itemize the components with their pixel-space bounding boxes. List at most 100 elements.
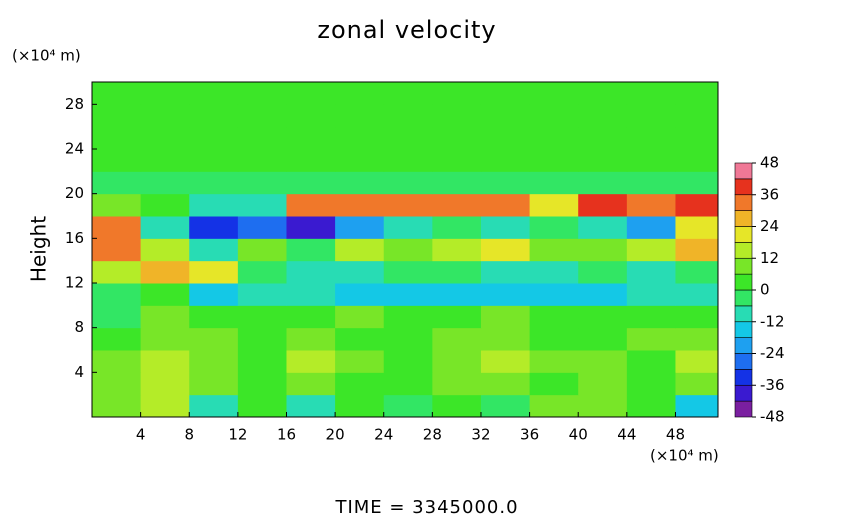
heat-cell xyxy=(286,327,336,351)
heat-cell xyxy=(529,350,579,373)
heat-cell xyxy=(675,149,719,172)
heat-cell xyxy=(432,305,482,329)
heat-cell xyxy=(383,394,433,418)
chart-title: zonal velocity xyxy=(317,16,496,44)
heat-cell xyxy=(480,193,531,217)
heat-cell xyxy=(529,82,579,105)
x-tick-label: 12 xyxy=(228,426,247,444)
heat-cell xyxy=(383,216,433,239)
heat-cell xyxy=(140,104,190,128)
heat-cell xyxy=(189,171,239,195)
heat-cell xyxy=(529,149,579,172)
heat-cell xyxy=(626,283,676,306)
x-tick-label: 20 xyxy=(326,426,345,444)
heat-cell xyxy=(432,394,482,418)
y-tick-label: 28 xyxy=(65,95,84,113)
heat-cell xyxy=(529,305,579,329)
colorbar-label: -24 xyxy=(760,344,785,362)
heat-cell xyxy=(529,126,579,150)
heat-cell xyxy=(140,126,190,150)
heat-cell xyxy=(189,216,239,239)
colorbar-label: -12 xyxy=(760,312,785,330)
heat-cell xyxy=(578,149,628,172)
heat-cell xyxy=(480,260,531,284)
x-tick-label: 24 xyxy=(374,426,393,444)
heat-cell xyxy=(383,149,433,172)
heat-cell xyxy=(189,327,239,351)
heat-cell xyxy=(432,238,482,262)
heat-cell xyxy=(383,327,433,351)
colorbar-swatch xyxy=(734,242,753,259)
heat-cell xyxy=(675,126,719,150)
colorbar-swatch xyxy=(734,337,753,354)
heat-cell xyxy=(675,193,719,217)
y-tick-label: 8 xyxy=(74,318,84,336)
heat-cell xyxy=(675,260,719,284)
heat-cell xyxy=(140,350,190,373)
heat-cell xyxy=(140,305,190,329)
heat-cell xyxy=(286,126,336,150)
heat-cell xyxy=(286,149,336,172)
heat-cell xyxy=(626,260,676,284)
x-tick-label: 8 xyxy=(184,426,194,444)
heat-cell xyxy=(189,126,239,150)
heat-cell xyxy=(189,104,239,128)
heat-cell xyxy=(626,193,676,217)
heat-cell xyxy=(189,149,239,172)
heat-cell xyxy=(140,283,190,306)
heat-cell xyxy=(675,171,719,195)
heat-cell xyxy=(480,171,531,195)
heat-cell xyxy=(578,394,628,418)
heat-cell xyxy=(383,171,433,195)
y-tick-label: 24 xyxy=(65,140,84,158)
heat-cell xyxy=(237,193,287,217)
heat-cell xyxy=(92,149,142,172)
heat-cell xyxy=(626,149,676,172)
heat-cell xyxy=(335,394,385,418)
x-unit: (×10⁴ m) xyxy=(650,447,719,465)
colorbar-label: 24 xyxy=(760,217,779,235)
heat-cell xyxy=(529,327,579,351)
x-tick-label: 4 xyxy=(136,426,146,444)
heat-cell xyxy=(237,350,287,373)
heat-cell xyxy=(335,350,385,373)
colorbar-label: 48 xyxy=(760,154,779,172)
colorbar-swatch xyxy=(734,194,753,211)
heat-cell xyxy=(529,193,579,217)
heat-cell xyxy=(140,216,190,239)
heat-cell xyxy=(383,82,433,105)
heat-cell xyxy=(335,104,385,128)
heat-cell xyxy=(432,126,482,150)
heat-cell xyxy=(335,126,385,150)
heat-cell xyxy=(675,327,719,351)
heat-cell xyxy=(675,216,719,239)
heat-cell xyxy=(140,171,190,195)
heat-cell xyxy=(578,82,628,105)
heat-cell xyxy=(578,283,628,306)
heat-cell xyxy=(480,283,531,306)
heat-cell xyxy=(286,372,336,396)
colorbar-swatch xyxy=(734,400,753,418)
colorbar-swatch xyxy=(734,162,753,180)
heat-cell xyxy=(432,283,482,306)
heat-cell xyxy=(480,104,531,128)
heat-cell xyxy=(432,216,482,239)
heat-cell xyxy=(480,350,531,373)
heat-cell xyxy=(237,126,287,150)
heat-cell xyxy=(578,126,628,150)
colorbar-label: 36 xyxy=(760,185,779,203)
heat-cell xyxy=(578,350,628,373)
heat-cell xyxy=(92,372,142,396)
heat-cell xyxy=(92,216,142,239)
heat-cell xyxy=(92,104,142,128)
heat-cell xyxy=(237,394,287,418)
heat-cell xyxy=(383,350,433,373)
heat-cell xyxy=(578,216,628,239)
plot-frame xyxy=(91,81,719,418)
colorbar-label: 0 xyxy=(760,281,770,299)
colorbar-swatch xyxy=(734,257,753,275)
heat-cell xyxy=(675,82,719,105)
heat-cell xyxy=(675,283,719,306)
heat-cell xyxy=(626,82,676,105)
